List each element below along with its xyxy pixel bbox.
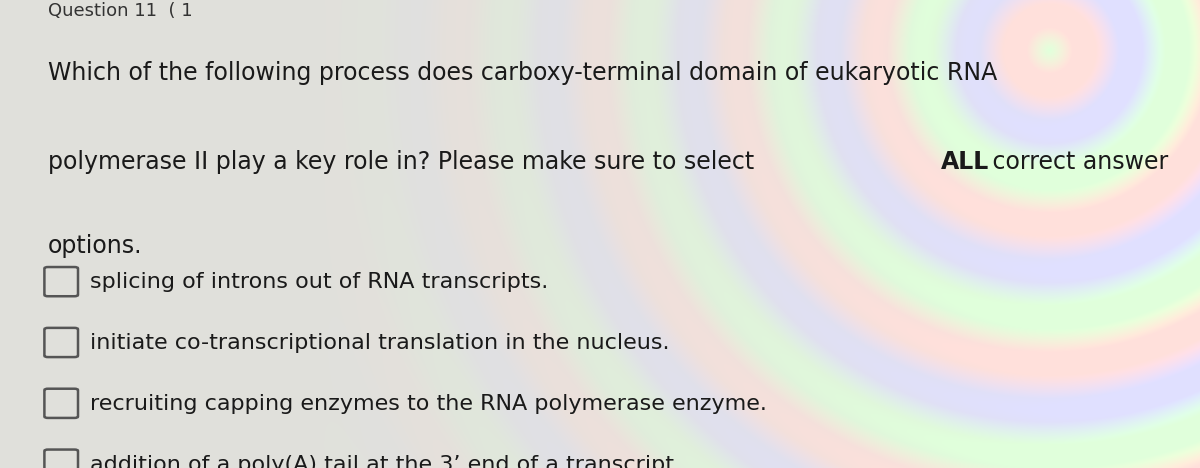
- Text: correct answer: correct answer: [985, 150, 1168, 174]
- Text: initiate co-transcriptional translation in the nucleus.: initiate co-transcriptional translation …: [90, 333, 670, 353]
- Text: Question 11  ( 1: Question 11 ( 1: [48, 2, 193, 20]
- Text: ALL: ALL: [941, 150, 989, 174]
- Text: polymerase II play a key role in? Please make sure to select: polymerase II play a key role in? Please…: [48, 150, 762, 174]
- Text: options.: options.: [48, 234, 143, 258]
- Text: recruiting capping enzymes to the RNA polymerase enzyme.: recruiting capping enzymes to the RNA po…: [90, 394, 767, 414]
- Text: Which of the following process does carboxy-terminal domain of eukaryotic RNA: Which of the following process does carb…: [48, 61, 997, 85]
- Text: splicing of introns out of RNA transcripts.: splicing of introns out of RNA transcrip…: [90, 272, 548, 292]
- Text: addition of a poly(A) tail at the 3’ end of a transcript.: addition of a poly(A) tail at the 3’ end…: [90, 455, 682, 468]
